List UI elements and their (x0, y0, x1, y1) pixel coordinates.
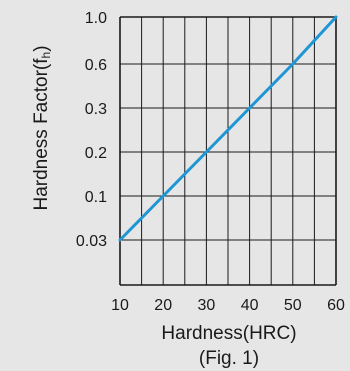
series-line (118, 15, 338, 242)
series-layer (118, 15, 338, 242)
x-tick-label: 40 (241, 297, 259, 314)
y-tick-label: 0.3 (85, 101, 107, 118)
x-tick-label: 10 (111, 297, 129, 314)
x-tick-label: 50 (284, 297, 302, 314)
y-tick-label: 0.6 (85, 57, 107, 74)
figure-caption: (Fig. 1) (199, 348, 259, 369)
grid (119, 16, 337, 286)
y-tick-label: 1.0 (85, 10, 107, 27)
y-tick-labels: 0.03 0.1 0.2 0.3 0.6 1.0 (76, 10, 107, 250)
x-tick-label: 30 (198, 297, 216, 314)
y-tick-label: 0.03 (76, 233, 107, 250)
x-tick-label: 20 (154, 297, 172, 314)
y-tick-label: 0.1 (85, 189, 107, 206)
y-tick-label: 0.2 (85, 145, 107, 162)
y-axis-label: Hardness Factor(fh) (31, 45, 53, 210)
x-tick-labels: 10 20 30 40 50 60 (111, 297, 345, 314)
x-axis-label: Hardness(HRC) (161, 323, 296, 344)
x-tick-label: 60 (327, 297, 345, 314)
